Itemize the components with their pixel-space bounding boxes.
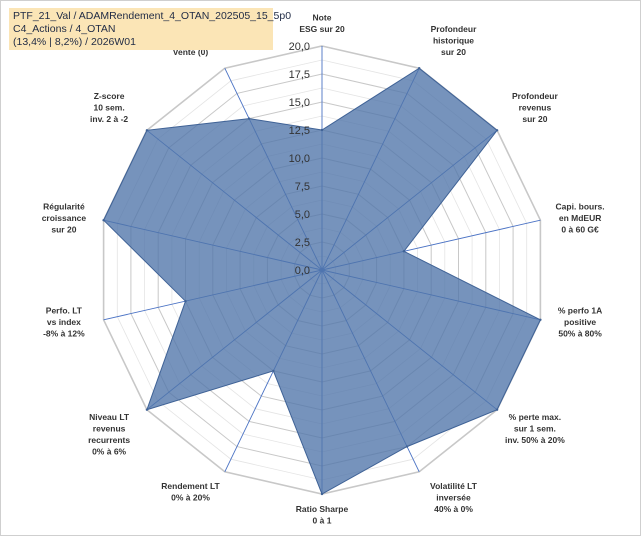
- series-point: [320, 492, 324, 496]
- series-point: [495, 408, 499, 411]
- axis-label-line: revenus: [519, 103, 552, 113]
- radial-tick-label: 15,0: [289, 97, 310, 109]
- axis-label-line: Z-score: [94, 91, 125, 101]
- radial-tick-label: 7,5: [295, 181, 310, 193]
- axis-label-line: recurrents: [88, 435, 130, 445]
- series-point: [539, 318, 542, 321]
- axis-label-line: Régularité: [43, 201, 85, 211]
- series-point: [247, 117, 251, 120]
- axis-label-line: % perte max.: [509, 412, 561, 422]
- series-area: [102, 67, 542, 495]
- axis-label-line: sur 20: [51, 224, 76, 234]
- axis-label-line: 0 à 60 G€: [561, 224, 599, 234]
- radial-tick-label: 20,0: [289, 41, 310, 53]
- chart-title-box: PTF_21_Val / ADAMRendement_4_OTAN_202505…: [9, 8, 292, 50]
- axis-label-line: croissance: [42, 213, 87, 223]
- axis-label-line: vs index: [47, 317, 81, 327]
- axis-label-line: 40% à 0%: [434, 504, 473, 514]
- radial-tick-label: 2,5: [295, 237, 310, 249]
- axis-label-line: Niveau LT: [89, 412, 130, 422]
- axis-label-line: 50% à 80%: [558, 329, 602, 339]
- radial-tick-label: 10,0: [289, 153, 310, 165]
- axis-label-line: 10 sem.: [93, 103, 124, 113]
- radial-tick-label: 17,5: [289, 69, 310, 81]
- axis-label-line: ESG sur 20: [299, 24, 345, 34]
- series-point: [402, 250, 406, 253]
- axis-label: Z-score 10 sem.inv. 2 à -2: [90, 91, 128, 124]
- axis-label-line: inversée: [436, 492, 471, 502]
- axis-label-line: Vente (0): [173, 47, 209, 57]
- series-point: [418, 67, 421, 70]
- series-point: [405, 445, 409, 448]
- series-point: [145, 129, 149, 132]
- title-line-3: (13,4% | 8,2%) / 2026W01: [13, 36, 136, 48]
- series-point: [320, 128, 324, 132]
- axis-label-line: revenus: [93, 423, 126, 433]
- axis-label-line: en MdEUR: [559, 213, 602, 223]
- axis-label: % perte max.sur 1 sem. inv. 50% à 20%: [505, 412, 565, 445]
- axis-label-line: 0% à 20%: [171, 492, 210, 502]
- title-line-1: PTF_21_Val / ADAMRendement_4_OTAN_202505…: [13, 10, 292, 22]
- series-point: [145, 408, 149, 411]
- axis-label-line: % perfo 1A: [558, 306, 602, 316]
- axis-label-line: Profondeur: [512, 91, 558, 101]
- series-point: [184, 300, 187, 303]
- axis-label-line: Perfo. LT: [46, 306, 83, 316]
- axis-label-line: Volatilité LT: [430, 481, 478, 491]
- axis-label-line: Note: [313, 13, 332, 23]
- axis-label-line: historique: [433, 36, 474, 46]
- axis-label-line: Rendement LT: [161, 481, 220, 491]
- axis-label: Rendement LT0% à 20%: [161, 481, 220, 503]
- radial-tick-label: 5,0: [295, 209, 310, 221]
- axis-label: Ratio Sharpe 0 à 1: [296, 504, 349, 526]
- title-line-2: C4_Actions / 4_OTAN: [13, 23, 116, 35]
- axis-label-line: inv. 2 à -2: [90, 114, 128, 124]
- series-point: [495, 129, 499, 132]
- axis-label-line: sur 20: [441, 47, 466, 57]
- radial-tick-labels: 0,0 2,5 5,0 7,5 10,0 12,5 15,0 17,5 20,0: [289, 41, 310, 277]
- radial-tick-label: 0,0: [295, 265, 310, 277]
- axis-label-line: inv. 50% à 20%: [505, 435, 565, 445]
- axis-label-line: sur 20: [522, 114, 547, 124]
- axis-label-line: 0% à 6%: [92, 446, 126, 456]
- axis-label-line: 0 à 1: [313, 516, 332, 526]
- axis-label-line: sur 1 sem.: [514, 423, 556, 433]
- series-point: [272, 369, 275, 373]
- axis-label-line: positive: [564, 317, 596, 327]
- series-point: [102, 219, 105, 222]
- radial-tick-label: 12,5: [289, 125, 310, 137]
- axis-label-line: Ratio Sharpe: [296, 504, 349, 514]
- axis-label-line: Profondeur: [431, 24, 477, 34]
- axis-label-line: -8% à 12%: [43, 329, 85, 339]
- axis-label-line: Capi. bours.: [556, 201, 605, 211]
